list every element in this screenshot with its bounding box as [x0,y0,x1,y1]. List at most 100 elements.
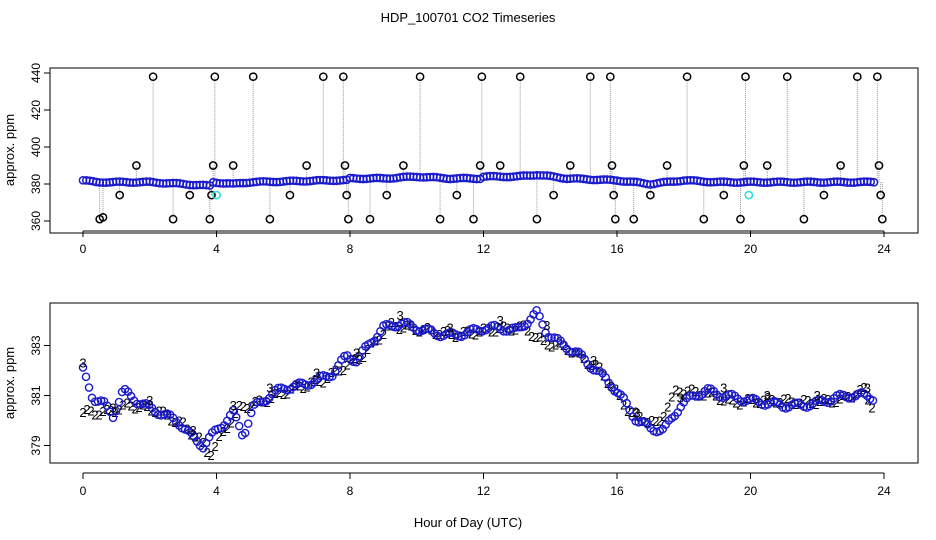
bottom-panel: approx. ppm 0 4 8 12 16 20 2437938138322222222… [2,302,919,498]
calibration-point [549,190,558,200]
level-2-marker: 2 [552,337,559,352]
level-3-point [790,398,800,408]
level-2-marker: 2 [524,324,531,339]
level-3-point [499,327,508,336]
calibration-point [782,72,792,82]
level-2-marker: 2 [684,384,691,399]
calibration-point [739,161,749,170]
level-2-marker: 2 [628,405,635,420]
level-2-marker: 2 [532,330,539,345]
x-tick-label: 0 [80,242,87,256]
calibration-point [302,161,311,170]
level-2-marker: 2 [300,381,307,396]
top-marks: 0 4 8 12 16 20 24 360 380 400 420 440 [29,63,891,256]
level-3-point [138,399,148,409]
level-2-marker: 2 [292,378,299,393]
level-2-marker: 2 [228,415,235,430]
calibration-point [338,72,348,82]
level-2-marker: 2 [700,388,707,403]
x-tick-label: 12 [477,242,491,256]
calibration-point [872,72,882,82]
level-2-marker: 2 [556,335,563,350]
x-tick-label: 8 [347,242,354,256]
calibration-point [629,214,639,224]
level-2-marker: 2 [312,372,319,387]
y-tick-label: 440 [29,63,43,83]
calibration-point [736,214,745,224]
level-2-marker: 2 [540,333,547,348]
level-2-marker: 2 [87,404,94,419]
level-2-marker: 2 [852,387,859,402]
calibration-point [836,161,845,170]
top-y-axis-label: approx. ppm [2,114,17,186]
level-2-marker: 2 [91,407,98,422]
level-2-marker: 2 [528,329,535,344]
level-2-marker: 2 [576,346,583,361]
level-2-marker: 2 [868,400,875,415]
y-tick-label: 420 [29,100,43,120]
calibration-point [877,214,887,224]
level-2-marker: 2 [536,329,543,344]
calibration-point [585,72,595,82]
level-2-marker: 2 [131,401,138,416]
level-2-marker: 2 [276,385,283,400]
level-2-marker: 2 [240,399,247,414]
level-2-marker: 2 [372,334,379,349]
calibration-point [168,214,178,224]
level-2-marker: 2 [832,395,839,410]
level-3-point [538,320,547,329]
top-panel: approx. ppm 0 4 8 12 16 20 24 360 380 400 420 440 [2,63,919,256]
level-2-marker: 2 [672,383,679,398]
level-3-marker: 3 [190,423,197,438]
level-3-point [78,363,88,372]
level-2-marker: 2 [608,379,615,394]
calibration-point [762,161,772,170]
level-2-marker: 2 [408,319,415,334]
level-3-point [535,311,544,321]
level-2-marker: 2 [548,340,555,355]
level-2-marker: 2 [732,396,739,411]
calibration-point [719,190,729,200]
level-3-point [234,421,244,431]
calibration-point [876,190,886,200]
calibration-point [228,161,238,170]
calibration-point [399,161,408,170]
x-tick-label: 20 [744,484,758,498]
y-tick-label: 380 [29,174,43,194]
calibration-point [741,72,750,82]
level-3-marker: 3 [79,356,86,371]
level-3-point [349,357,358,367]
x-tick-label: 4 [213,242,220,256]
level-2-marker: 2 [804,393,811,408]
level-2-marker: 2 [688,382,695,397]
calibration-point [132,161,141,170]
level-2-marker: 2 [592,357,599,372]
level-2-marker: 2 [800,392,807,407]
level-3-point [108,413,118,423]
calibration-point [265,214,275,224]
level-2-marker: 2 [171,415,178,430]
calibration-point [210,72,220,82]
level-2-marker: 2 [580,351,587,366]
calibration-point [185,190,195,200]
level-2-marker: 2 [79,405,86,420]
calibration-point [609,190,619,200]
level-3-point [246,408,256,418]
level-2-marker: 2 [600,368,607,383]
top-plot-frame [49,67,919,234]
level-3-point [273,383,283,393]
co2-point [866,177,876,187]
level-2-marker: 2 [780,392,787,407]
level-2-marker: 2 [268,391,275,406]
level-3-point [589,365,598,375]
calibration-point [469,214,478,224]
level-3-point [622,398,631,408]
level-3-marker: 3 [677,391,684,406]
level-2-marker: 2 [560,338,567,353]
level-2-marker: 2 [95,407,102,422]
level-3-point [84,383,94,392]
level-2-marker: 2 [456,328,463,343]
calibration-point [382,190,392,200]
level-2-marker: 2 [420,322,427,337]
